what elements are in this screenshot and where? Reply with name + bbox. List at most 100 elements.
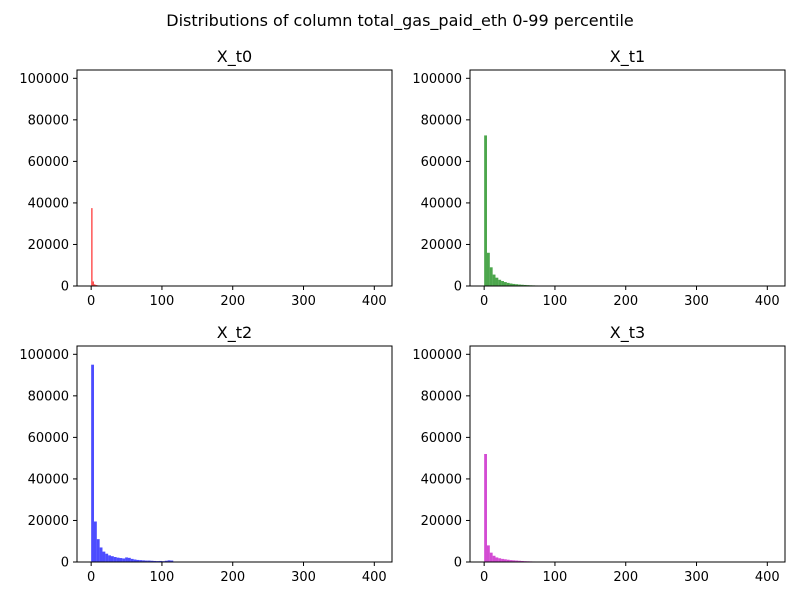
histogram-bars [484,135,544,286]
histogram-bar [130,558,134,562]
histogram-bar [501,558,504,562]
subplot-X_t3: X_t3 0 100 200 300 400 0 20000 40000 60000 80000 10… [412,323,786,585]
histogram-bar [492,274,496,286]
histogram-bar [96,539,100,562]
histogram-bar [92,281,94,286]
x-tick-label: 300 [291,294,316,309]
x-tick-label: 100 [150,294,175,309]
histogram-bar [144,560,148,562]
histogram-bar [91,208,93,286]
subplot-title: X_t2 [217,323,252,343]
histogram-bar [489,267,493,286]
x-tick-label: 100 [150,570,175,585]
x-tick-label: 300 [684,570,709,585]
subplot-X_t2: X_t2 0 100 200 300 400 0 20000 40000 60000 80000 10… [19,323,393,585]
histogram-bar [153,560,157,562]
histogram-bar [170,560,174,562]
y-tick-label: 60000 [28,155,69,170]
histogram-bar [506,282,510,286]
x-tick-label: 200 [613,570,638,585]
y-tick-label: 40000 [421,472,462,487]
y-tick-label: 0 [454,280,462,295]
y-tick-label: 40000 [28,472,69,487]
histogram-bar [486,252,490,286]
histogram-bar [127,557,131,562]
y-tick-label: 20000 [28,514,69,529]
histogram-bar [486,545,490,562]
y-tick-label: 80000 [28,113,69,128]
histogram-bar [105,553,109,562]
y-tick-label: 40000 [28,196,69,211]
histogram-bars [484,454,538,562]
y-tick-label: 60000 [421,155,462,170]
histogram-bar [147,560,151,562]
axes-frame [76,345,393,563]
histogram-bar [93,284,96,286]
histogram-bar [95,284,97,286]
x-tick-label: 200 [220,294,245,309]
histogram-bar [515,284,519,286]
x-tick-label: 300 [291,570,316,585]
histogram-bar [495,277,499,286]
subplot-title: X_t0 [217,47,252,67]
y-tick-label: 60000 [421,431,462,446]
x-tick-label: 400 [362,294,387,309]
histogram-bar [503,559,507,562]
x-tick-label: 0 [87,570,95,585]
histogram-bar [498,279,502,286]
histogram-bars [91,364,177,562]
x-tick-label: 200 [220,570,245,585]
histogram-bar [150,560,154,562]
histogram-bar [99,547,103,562]
axes-frame [469,345,786,563]
histogram-bar [125,557,128,562]
histogram-bar [93,521,97,562]
y-tick-label: 100000 [412,72,462,87]
x-tick-label: 400 [755,294,780,309]
histogram-bar [164,560,168,562]
histogram-bar [102,551,106,562]
histogram-bar [512,560,516,562]
x-tick-label: 0 [480,570,488,585]
axes-frame [76,69,393,287]
x-tick-label: 400 [755,570,780,585]
y-tick-label: 0 [454,556,462,571]
histogram-bars [91,208,120,286]
y-tick-label: 100000 [412,348,462,363]
subplot-title: X_t1 [610,47,645,67]
y-tick-label: 80000 [28,389,69,404]
y-tick-label: 80000 [421,389,462,404]
histogram-bar [116,557,120,562]
histogram-bar [122,558,126,562]
histogram-bar [113,557,117,562]
y-tick-label: 100000 [19,72,69,87]
histogram-bar [139,560,143,562]
histogram-bar [503,282,507,286]
histogram-bar [108,555,111,562]
histogram-bar [484,135,487,286]
histogram-bar [501,281,504,286]
histogram-bar [509,283,513,286]
x-tick-label: 200 [613,294,638,309]
subplot-grid: X_t00 100 200 300 40002000040000600008000010… [19,47,786,585]
histogram-bar [506,559,510,562]
histogram-bar [518,284,521,286]
y-tick-label: 20000 [28,238,69,253]
histogram-bar [167,560,171,562]
y-tick-label: 60000 [28,431,69,446]
histogram-bar [142,560,145,562]
histogram-bar [110,556,114,562]
histogram-bar [520,284,524,286]
histogram-bar [91,364,94,562]
x-tick-label: 0 [87,294,95,309]
histogram-bar [484,454,487,562]
histogram-bar [159,560,162,562]
figure-title: Distributions of column total_gas_paid_e… [166,11,633,31]
x-tick-label: 400 [362,570,387,585]
y-tick-label: 0 [61,556,69,571]
x-tick-label: 0 [480,294,488,309]
x-tick-label: 100 [543,570,568,585]
histogram-bar [509,560,513,562]
histogram-bar [512,283,516,286]
subplot-X_t1: X_t1 0 100 200 300 400 0 20000 40000 60000 80000 10… [412,47,786,309]
